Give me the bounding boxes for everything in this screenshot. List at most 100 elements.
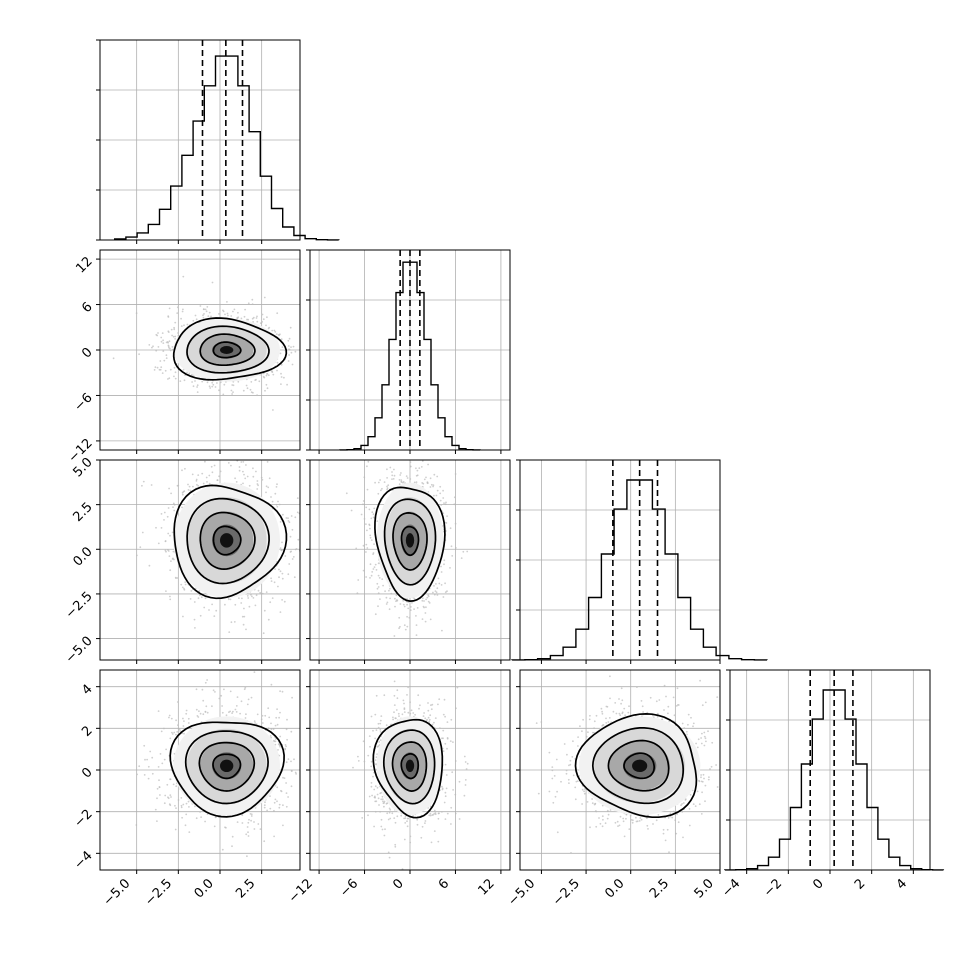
sample-point <box>285 761 288 764</box>
sample-point <box>404 628 407 631</box>
sample-point <box>165 550 167 553</box>
sample-point <box>270 728 273 731</box>
sample-point <box>287 339 290 342</box>
sample-point <box>625 817 627 820</box>
sample-point <box>250 813 253 816</box>
sample-point <box>273 809 275 812</box>
sample-point <box>413 481 416 484</box>
sample-point <box>394 843 397 846</box>
sample-point <box>167 330 170 333</box>
sample-point <box>700 774 702 776</box>
sample-point <box>413 430 415 432</box>
sample-point <box>252 597 255 599</box>
sample-point <box>415 467 417 470</box>
sample-point <box>193 456 195 458</box>
sample-point <box>723 759 725 761</box>
density-panel-3-2 <box>306 430 511 664</box>
sample-point <box>184 581 187 583</box>
sample-point <box>279 333 281 336</box>
sample-point <box>165 354 168 357</box>
sample-point <box>381 798 384 801</box>
sample-point <box>202 713 205 716</box>
sample-point <box>215 609 218 612</box>
sample-point <box>199 594 201 597</box>
sample-point <box>144 758 146 761</box>
sample-point <box>384 590 386 593</box>
sample-point <box>444 791 447 794</box>
sample-point <box>177 332 179 334</box>
sample-point <box>161 372 164 374</box>
sample-point <box>389 808 392 811</box>
sample-point <box>243 607 245 610</box>
sample-point <box>601 815 604 818</box>
sample-point <box>429 805 432 808</box>
sample-point <box>394 605 396 608</box>
density-content <box>135 671 300 858</box>
sample-point <box>184 467 186 470</box>
sample-point <box>406 694 408 696</box>
sample-point <box>385 603 388 605</box>
sample-point <box>196 391 199 393</box>
sample-point <box>165 357 168 359</box>
sample-point <box>266 461 269 463</box>
sample-point <box>153 369 156 371</box>
sample-point <box>367 460 370 463</box>
sample-point <box>438 812 440 815</box>
sample-point <box>385 802 388 805</box>
sample-point <box>379 810 381 813</box>
sample-point <box>202 482 205 485</box>
sample-point <box>290 346 292 348</box>
sample-point <box>237 380 240 383</box>
sample-point <box>179 380 182 382</box>
sample-point <box>439 499 442 502</box>
sample-point <box>259 591 262 594</box>
sample-point <box>270 580 273 582</box>
sample-point <box>285 805 288 808</box>
sample-point <box>278 716 280 719</box>
x-tick-label: 0 <box>810 876 826 892</box>
sample-point <box>235 481 238 483</box>
sample-point <box>428 720 431 723</box>
sample-point <box>434 812 437 814</box>
sample-point <box>284 744 287 746</box>
sample-point <box>163 359 166 362</box>
sample-point <box>724 763 726 765</box>
sample-point <box>180 325 183 327</box>
sample-point <box>211 705 213 708</box>
sample-point <box>377 722 380 725</box>
sample-point <box>253 821 255 823</box>
sample-point <box>199 712 202 715</box>
sample-point <box>682 836 684 839</box>
sample-point <box>384 828 386 831</box>
sample-point <box>373 825 375 828</box>
sample-point <box>231 712 234 714</box>
sample-point <box>429 477 432 480</box>
sample-point <box>281 541 283 544</box>
sample-point <box>289 326 292 329</box>
sample-point <box>241 597 243 600</box>
sample-point <box>294 350 297 353</box>
sample-point <box>257 823 260 825</box>
sample-point <box>406 625 409 628</box>
contour-line <box>391 741 428 792</box>
sample-point <box>205 476 208 479</box>
sample-point <box>247 597 250 599</box>
sample-point <box>403 711 406 713</box>
sample-point <box>375 800 378 803</box>
sample-point <box>186 371 188 374</box>
sample-point <box>157 542 160 545</box>
sample-point <box>563 743 566 745</box>
sample-point <box>288 521 291 524</box>
sample-point <box>393 468 395 471</box>
sample-point <box>211 381 214 384</box>
sample-point <box>440 565 442 568</box>
x-tick-label: 2.5 <box>233 876 258 901</box>
sample-point <box>450 823 452 825</box>
sample-point <box>276 786 279 789</box>
sample-point <box>288 354 290 356</box>
sample-point <box>231 835 234 838</box>
sample-point <box>620 702 622 705</box>
y-tick-label: 0 <box>79 345 95 361</box>
contour-line <box>199 333 256 367</box>
sample-point <box>407 817 410 820</box>
